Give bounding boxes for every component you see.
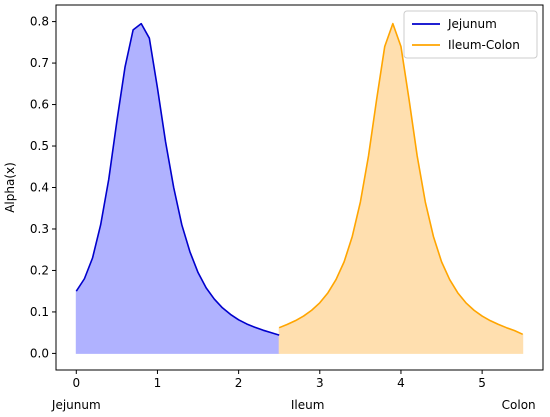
x-tick-label: 3 [316, 376, 324, 390]
x-tick-label: 4 [397, 376, 405, 390]
y-tick-label: 0.2 [30, 263, 49, 277]
region-label: Jejunum [51, 398, 101, 412]
series-lines [75, 22, 524, 336]
region-label: Ileum [291, 398, 325, 412]
y-axis-label: Alpha(x) [3, 162, 17, 213]
x-tick-label: 2 [235, 376, 243, 390]
y-tick-label: 0.1 [30, 305, 49, 319]
area-fills [75, 22, 524, 354]
y-tick-label: 0.6 [30, 98, 49, 112]
x-axis-ticks: 0 1 2 3 4 5 [72, 370, 486, 390]
x-tick-label: 5 [478, 376, 486, 390]
jejunum-line [75, 22, 280, 336]
x-tick-label: 1 [154, 376, 162, 390]
y-axis-ticks: 0.0 0.1 0.2 0.3 0.4 0.5 0.6 0.7 0.8 [30, 15, 56, 360]
legend-label-ileum-colon: Ileum-Colon [448, 38, 520, 52]
region-label: Colon [502, 398, 536, 412]
legend-label-jejunum: Jejunum [447, 17, 497, 31]
ileum-colon-line [278, 22, 524, 336]
x-tick-label: 0 [72, 376, 80, 390]
y-tick-label: 0.8 [30, 15, 49, 29]
y-tick-label: 0.5 [30, 139, 49, 153]
y-tick-label: 0.4 [30, 181, 49, 195]
y-tick-label: 0.7 [30, 56, 49, 70]
y-tick-label: 0.0 [30, 346, 49, 360]
legend-box [403, 10, 538, 59]
y-tick-label: 0.3 [30, 222, 49, 236]
region-labels: Jejunum Ileum Colon [51, 398, 536, 412]
ileum-colon-area-fill [278, 22, 524, 354]
legend: Jejunum Ileum-Colon [403, 10, 538, 59]
